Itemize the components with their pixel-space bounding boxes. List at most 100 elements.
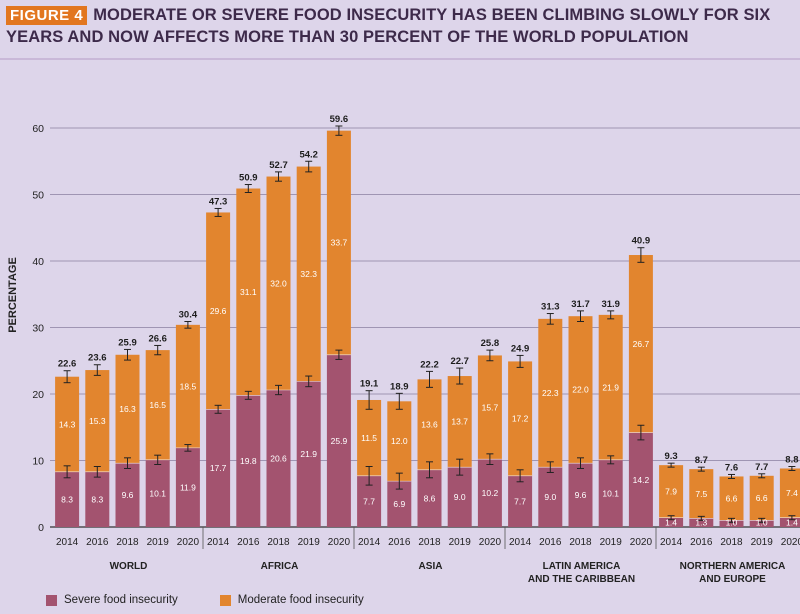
bar-moderate [236, 188, 261, 396]
x-tick-label: 2016 [86, 537, 109, 548]
moderate-value-label: 16.5 [149, 400, 166, 410]
bar-severe [447, 467, 472, 527]
severe-value-label: 9.6 [575, 490, 587, 500]
moderate-value-label: 32.3 [300, 269, 317, 279]
x-tick-label: 2020 [630, 537, 653, 548]
bar-moderate [387, 401, 412, 482]
severe-value-label: 9.0 [454, 492, 466, 502]
bar-severe [689, 518, 714, 527]
y-tick-label: 0 [38, 522, 44, 534]
x-tick-label: 2014 [660, 537, 683, 548]
severe-value-label: 10.2 [482, 488, 499, 498]
bar-moderate [779, 468, 800, 518]
total-label: 18.9 [390, 381, 409, 392]
x-tick-label: 2019 [449, 537, 472, 548]
legend-label-severe: Severe food insecurity [64, 594, 178, 606]
severe-value-label: 20.6 [270, 454, 287, 464]
total-label: 54.2 [299, 149, 318, 160]
x-tick-label: 2018 [569, 537, 592, 548]
moderate-value-label: 22.0 [572, 385, 589, 395]
bar-moderate [719, 476, 744, 521]
x-tick-label: 2016 [237, 537, 260, 548]
bar-severe [508, 475, 533, 527]
y-tick-label: 60 [32, 123, 44, 135]
bar-moderate [357, 399, 382, 476]
bar-moderate [568, 316, 593, 464]
group-label: WORLD [110, 561, 148, 572]
legend-label-moderate: Moderate food insecurity [237, 594, 364, 606]
bar-severe [568, 463, 593, 527]
moderate-value-label: 6.6 [756, 493, 768, 503]
bar-moderate [538, 318, 563, 468]
y-tick-label: 50 [32, 190, 44, 202]
x-tick-label: 2014 [358, 537, 381, 548]
moderate-value-label: 13.7 [451, 417, 468, 427]
severe-value-label: 10.1 [149, 488, 166, 498]
severe-value-label: 21.9 [300, 449, 317, 459]
bar-moderate [417, 379, 442, 470]
severe-value-label: 1.4 [786, 518, 798, 528]
x-tick-label: 2020 [177, 537, 200, 548]
severe-value-label: 9.6 [122, 490, 134, 500]
bar-moderate [145, 350, 170, 460]
total-label: 9.3 [664, 451, 677, 462]
moderate-value-label: 31.1 [240, 287, 257, 297]
bar-severe [296, 381, 321, 527]
total-label: 31.3 [541, 302, 560, 313]
total-label: 47.3 [209, 196, 228, 207]
bar-severe [628, 432, 653, 527]
severe-value-label: 1.0 [726, 518, 738, 528]
severe-value-label: 11.9 [180, 482, 196, 492]
moderate-value-label: 26.7 [633, 339, 650, 349]
severe-value-label: 14.2 [633, 475, 650, 485]
bar-severe [206, 409, 231, 527]
x-tick-label: 2018 [418, 537, 441, 548]
total-label: 8.8 [785, 454, 798, 465]
y-tick-label: 40 [32, 256, 44, 268]
x-tick-label: 2018 [720, 537, 743, 548]
severe-value-label: 10.1 [602, 488, 619, 498]
moderate-value-label: 13.6 [421, 420, 438, 430]
group-label: NORTHERN AMERICA [680, 561, 786, 572]
bar-moderate [55, 376, 80, 472]
bar-severe [266, 390, 291, 527]
x-tick-label: 2019 [147, 537, 170, 548]
total-label: 25.9 [118, 337, 137, 348]
total-label: 50.9 [239, 173, 258, 184]
bar-severe [477, 459, 502, 527]
bar-moderate [326, 130, 351, 355]
bar-severe [719, 520, 744, 527]
header-divider [0, 58, 800, 60]
total-label: 26.6 [148, 333, 167, 344]
group-label: AND THE CARIBBEAN [528, 574, 635, 585]
x-tick-label: 2014 [509, 537, 532, 548]
bar-severe [326, 354, 351, 527]
x-tick-label: 2018 [267, 537, 290, 548]
total-label: 31.9 [601, 299, 620, 310]
group-label: AFRICA [261, 561, 299, 572]
bar-moderate [508, 361, 533, 476]
y-tick-label: 20 [32, 389, 44, 401]
total-label: 7.7 [755, 462, 768, 473]
bar-severe [779, 517, 800, 527]
x-tick-label: 2018 [116, 537, 139, 548]
bar-severe [175, 447, 200, 527]
total-label: 19.1 [360, 379, 379, 390]
moderate-value-label: 7.5 [695, 489, 707, 499]
legend-swatch-moderate [219, 594, 231, 606]
moderate-value-label: 16.3 [119, 404, 136, 414]
moderate-value-label: 15.7 [482, 402, 499, 412]
x-tick-label: 2014 [207, 537, 230, 548]
chart-title: MODERATE OR SEVERE FOOD INSECURITY HAS B… [6, 6, 771, 46]
group-label: ASIA [419, 561, 443, 572]
moderate-value-label: 6.6 [726, 493, 738, 503]
bar-moderate [659, 465, 684, 518]
bar-severe [236, 395, 261, 527]
bar-severe [598, 459, 623, 527]
x-tick-label: 2014 [56, 537, 79, 548]
total-label: 22.7 [450, 356, 469, 367]
legend: Severe food insecurity Moderate food ins… [46, 594, 364, 606]
severe-value-label: 1.4 [665, 518, 677, 528]
severe-value-label: 8.3 [61, 494, 73, 504]
x-tick-label: 2019 [600, 537, 623, 548]
